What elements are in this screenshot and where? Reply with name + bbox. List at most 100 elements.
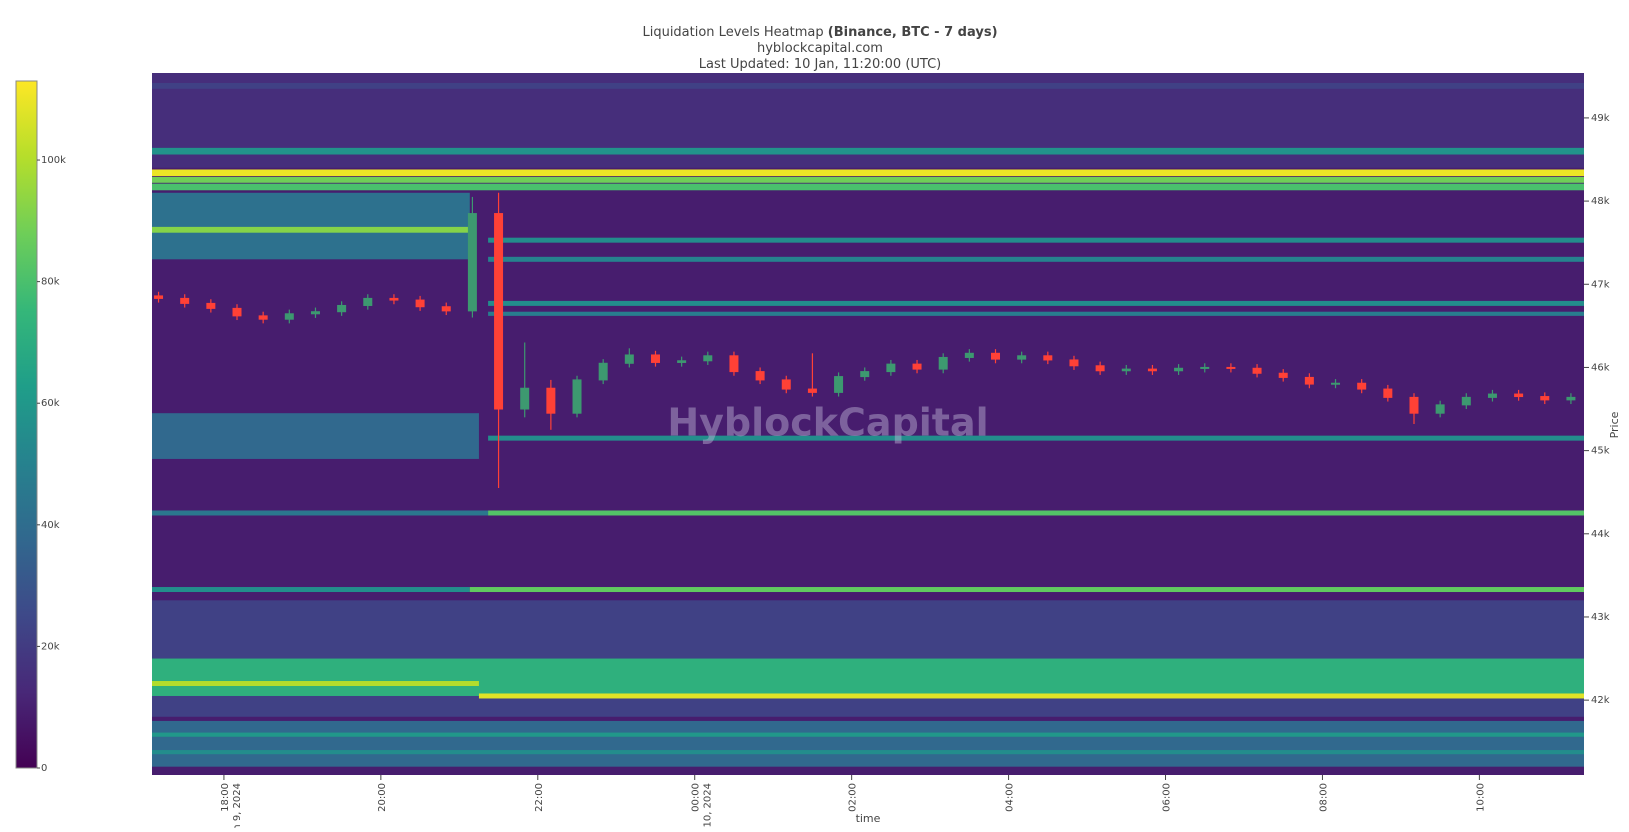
y-axis-title: Price: [1608, 411, 1621, 438]
candle-body: [180, 297, 190, 304]
y-tick-label: 42k: [1591, 695, 1610, 706]
candle-body: [1121, 368, 1131, 372]
heat-cell: [488, 510, 1584, 516]
colorbar-tick-label: 100k: [41, 155, 66, 166]
colorbar-tick-label: 0: [41, 763, 47, 774]
x-tick-label: 06:00: [1162, 783, 1173, 812]
candle-body: [1017, 355, 1027, 360]
candle-body: [1095, 365, 1105, 372]
candle-body: [624, 354, 634, 364]
candle-body: [1174, 367, 1184, 372]
y-tick-label: 49k: [1591, 113, 1610, 124]
x-tick-label: 04:00: [1005, 783, 1016, 812]
candle-body: [1540, 396, 1550, 401]
heat-cell: [152, 600, 1584, 717]
x-tick-label: 18:00: [220, 783, 231, 812]
heat-cell: [488, 237, 1584, 243]
x-tick-label: 20:00: [377, 783, 388, 812]
candle-body: [310, 311, 320, 315]
heat-cell: [488, 300, 1584, 306]
title-text: Liquidation Levels Heatmap: [642, 25, 823, 40]
candle-body: [389, 297, 399, 301]
heat-cell: [488, 311, 1584, 316]
y-tick-label: 46k: [1591, 362, 1610, 373]
candle-body: [1304, 376, 1314, 385]
updated: Last Updated: 10 Jan, 11:20:00 (UTC): [699, 57, 941, 72]
chart-title: Liquidation Levels Heatmap (Binance, BTC…: [642, 25, 997, 40]
x-tick-sublabel: Jan 9, 2024: [232, 783, 243, 828]
candle-body: [1383, 388, 1393, 398]
candle-body: [154, 295, 164, 299]
heat-cell: [152, 147, 1584, 155]
candle-body: [1409, 396, 1419, 414]
candle-body: [912, 363, 922, 370]
candle-body: [572, 379, 582, 414]
candle-body: [363, 297, 373, 306]
y-tick-label: 48k: [1591, 196, 1610, 207]
y-tick-label: 47k: [1591, 279, 1610, 290]
heat-cell: [469, 587, 1584, 593]
watermark: HyblockCapital: [667, 401, 988, 445]
heat-cell: [152, 587, 470, 593]
candle-body: [415, 299, 425, 308]
colorbar-tick-label: 40k: [41, 520, 60, 531]
candle-body: [1357, 382, 1367, 390]
heat-cell: [152, 732, 1584, 737]
candle-body: [1069, 359, 1079, 367]
candle-body: [1252, 367, 1262, 374]
heat-cell: [488, 435, 1584, 441]
candle-body: [703, 355, 713, 362]
candle-body: [1435, 404, 1445, 414]
candle-body: [677, 360, 687, 363]
candle-body: [729, 355, 739, 373]
colorbar-tick-label: 80k: [41, 277, 60, 288]
y-tick-label: 45k: [1591, 446, 1610, 457]
candle-body: [1566, 396, 1576, 401]
heat-cell: [478, 693, 1584, 699]
candle-body: [232, 307, 242, 317]
candle-body: [1487, 393, 1497, 398]
heat-cell: [152, 192, 470, 260]
candle-body: [494, 213, 504, 410]
candle-body: [337, 304, 347, 313]
candle-body: [546, 387, 556, 414]
heat-cell: [152, 658, 1584, 696]
candle-body: [991, 352, 1001, 360]
candle-body: [964, 352, 974, 358]
heat-cell: [152, 681, 479, 687]
heat-cell: [152, 720, 1584, 767]
candle-body: [1200, 366, 1210, 369]
candle-body: [1331, 382, 1341, 385]
candle-body: [1278, 372, 1288, 378]
x-tick-label: 10:00: [1475, 783, 1486, 812]
heat-cell: [152, 176, 1584, 183]
candle-body: [1226, 366, 1236, 369]
candle-body: [598, 362, 608, 381]
heat-cell: [152, 510, 489, 516]
y-tick-label: 43k: [1591, 612, 1610, 623]
x-tick-label: 22:00: [534, 783, 545, 812]
candle-body: [284, 313, 294, 320]
candle-body: [520, 387, 530, 410]
candle-body: [650, 354, 660, 363]
heat-cell: [152, 226, 470, 233]
heat-cell: [152, 413, 479, 459]
x-tick-label: 00:00: [691, 783, 702, 812]
colorbar: [15, 80, 38, 769]
heatmap: [152, 73, 1584, 775]
candle-body: [755, 371, 765, 381]
x-axis-title: time: [856, 812, 881, 825]
candle-body: [1514, 393, 1524, 398]
colorbar-tick-label: 60k: [41, 398, 60, 409]
candle-body: [206, 302, 216, 309]
heat-cell: [152, 82, 1584, 89]
title-bold: (Binance, BTC - 7 days): [828, 25, 998, 40]
candles: [154, 192, 1576, 489]
x-tick-label: 08:00: [1318, 783, 1329, 812]
x-tick-label: 02:00: [848, 783, 859, 812]
candle-body: [258, 315, 268, 320]
colorbar-tick-label: 20k: [41, 641, 60, 652]
candle-body: [886, 363, 896, 373]
